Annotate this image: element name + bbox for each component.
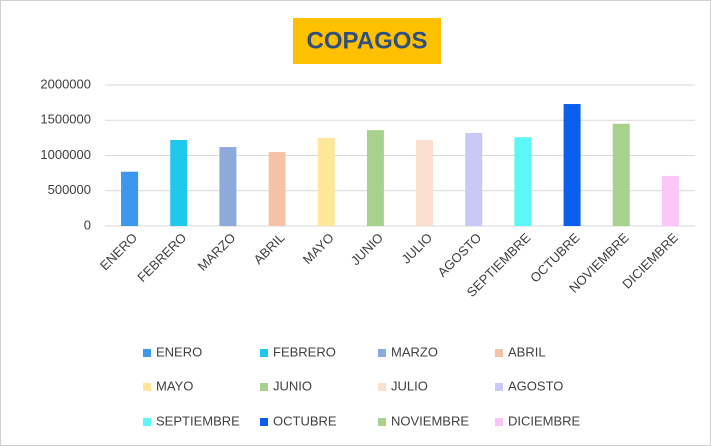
y-tick-label: 1000000 — [40, 147, 91, 162]
bar — [416, 139, 434, 226]
legend-swatch — [495, 383, 503, 391]
legend-swatch — [260, 418, 268, 426]
legend-label: ABRIL — [508, 344, 546, 359]
legend-swatch — [260, 349, 268, 357]
legend-swatch — [495, 418, 503, 426]
legend-swatch — [495, 349, 503, 357]
legend-label: SEPTIEMBRE — [156, 413, 240, 428]
legend-label: DICIEMBRE — [508, 413, 581, 428]
legend-swatch — [260, 383, 268, 391]
legend-swatch — [143, 383, 151, 391]
bar — [366, 130, 384, 226]
bar — [661, 175, 679, 226]
legend-label: OCTUBRE — [273, 413, 337, 428]
legend-swatch — [378, 383, 386, 391]
bar — [268, 151, 286, 226]
legend-swatch — [143, 418, 151, 426]
bar — [121, 171, 139, 226]
bar — [563, 104, 581, 226]
title-box — [293, 18, 441, 64]
y-tick-label: 0 — [84, 217, 91, 232]
bar — [514, 137, 532, 226]
y-tick-label: 2000000 — [40, 76, 91, 91]
legend-label: ENERO — [156, 344, 202, 359]
bar — [465, 132, 483, 226]
legend-swatch — [378, 349, 386, 357]
legend-label: JULIO — [391, 378, 428, 393]
y-tick-label: 500000 — [48, 182, 91, 197]
legend-swatch — [143, 349, 151, 357]
legend-label: MAYO — [156, 378, 193, 393]
bar — [170, 139, 188, 226]
legend-label: FEBRERO — [273, 344, 336, 359]
bar — [219, 147, 237, 226]
legend-label: JUNIO — [273, 378, 312, 393]
legend-label: NOVIEMBRE — [391, 413, 469, 428]
bar — [317, 137, 335, 226]
bar — [612, 123, 630, 226]
y-tick-label: 1500000 — [40, 112, 91, 127]
legend-label: AGOSTO — [508, 378, 563, 393]
chart-title: COPAGOS — [307, 27, 428, 54]
legend-label: MARZO — [391, 344, 438, 359]
legend-swatch — [378, 418, 386, 426]
